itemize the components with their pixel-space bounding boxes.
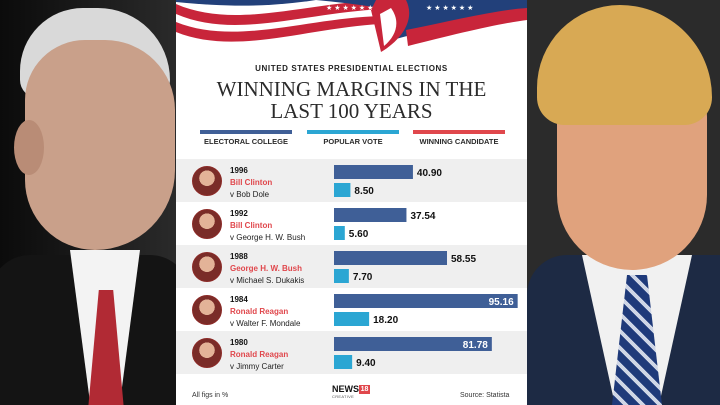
bar-popular-vote-1984 (334, 312, 370, 326)
election-year: 1988 (230, 252, 248, 261)
election-row-1992: 1992 Bill Clinton v George H. W. Bush (176, 202, 527, 245)
legend-swatch-electoral-college (200, 130, 292, 134)
bar-electoral-college-1984 (334, 294, 518, 308)
winner-avatar (192, 166, 222, 196)
winner-avatar (192, 209, 222, 239)
legend-item-winning-candidate: WINNING CANDIDATE (413, 130, 505, 150)
election-year: 1996 (230, 166, 248, 175)
election-row-1984: 1984 Ronald Reagan v Walter F. Mondale (176, 288, 527, 331)
opponent-name: v Jimmy Carter (230, 362, 284, 371)
legend-swatch-popular-vote (307, 130, 399, 134)
bar-popular-vote-1980 (334, 355, 353, 369)
bar-electoral-college-1996 (334, 165, 413, 179)
chart-title-line-1: WINNING MARGINS IN THE (216, 77, 487, 101)
winner-avatar (192, 295, 222, 325)
winning-candidate: Bill Clinton (230, 221, 273, 230)
value-label-electoral-college-1988: 58.55 (451, 254, 476, 265)
value-label-electoral-college-1984: 95.16 (489, 297, 514, 308)
margin-bar-chart: 40.90 8.50 37.54 5.60 58.55 7.70 95.16 18.20 81.… (334, 165, 518, 369)
bar-electoral-college-1980 (334, 337, 492, 351)
winner-avatar (192, 338, 222, 368)
legend: ELECTORAL COLLEGE POPULAR VOTE WINNING C… (200, 130, 505, 150)
winning-candidate: Ronald Reagan (230, 307, 289, 316)
legend-label-electoral-college: ELECTORAL COLLEGE (204, 137, 288, 146)
opponent-name: v George H. W. Bush (230, 233, 306, 242)
us-flag-banner-icon: ★ ★ ★ ★ ★ ★ ★ ★ ★ ★ ★ ★ (176, 0, 527, 52)
units-footnote: All figs in % (192, 392, 229, 399)
winner-avatar (192, 252, 222, 282)
chart-title: WINNING MARGINS IN THE LAST 100 YEARS (176, 78, 527, 122)
left-portrait-photo (0, 0, 176, 405)
value-label-popular-vote-1984: 18.20 (373, 315, 398, 326)
opponent-name: v Michael S. Dukakis (230, 276, 305, 285)
bar-popular-vote-1992 (334, 226, 345, 240)
infographic-panel: ★ ★ ★ ★ ★ ★ ★ ★ ★ ★ ★ ★ UNITED STATES PR… (176, 0, 527, 405)
winning-candidate: George H. W. Bush (230, 264, 303, 273)
value-label-popular-vote-1980: 9.40 (356, 358, 376, 369)
chart-kicker: UNITED STATES PRESIDENTIAL ELECTIONS (255, 64, 448, 73)
legend-item-electoral-college: ELECTORAL COLLEGE (200, 130, 292, 150)
opponent-name: v Bob Dole (230, 190, 270, 199)
winning-candidate: Bill Clinton (230, 178, 273, 187)
legend-label-winning-candidate: WINNING CANDIDATE (419, 137, 499, 146)
election-year: 1992 (230, 209, 248, 218)
right-portrait-hair (537, 5, 712, 125)
election-year: 1984 (230, 295, 248, 304)
legend-swatch-winning-candidate (413, 130, 505, 134)
legend-label-popular-vote: POPULAR VOTE (323, 137, 383, 146)
news18-logo: NEWS 18 CREATIVE (332, 384, 372, 400)
value-label-popular-vote-1996: 8.50 (354, 186, 374, 197)
brand-number: 18 (359, 385, 370, 394)
value-label-popular-vote-1988: 7.70 (353, 272, 373, 283)
opponent-name: v Walter F. Mondale (230, 319, 301, 328)
legend-item-popular-vote: POPULAR VOTE (307, 130, 399, 150)
right-portrait-photo (527, 0, 720, 405)
value-label-popular-vote-1992: 5.60 (349, 229, 369, 240)
bar-electoral-college-1992 (334, 208, 407, 222)
value-label-electoral-college-1992: 37.54 (410, 211, 435, 222)
svg-text:★ ★ ★ ★ ★ ★: ★ ★ ★ ★ ★ ★ (426, 4, 473, 12)
bar-electoral-college-1988 (334, 251, 448, 265)
bar-popular-vote-1988 (334, 269, 349, 283)
bar-popular-vote-1996 (334, 183, 351, 197)
brand-name: NEWS (332, 384, 359, 394)
value-label-electoral-college-1980: 81.78 (463, 340, 488, 351)
chart-title-line-2: LAST 100 YEARS (270, 99, 433, 123)
election-rows: 1996 Bill Clinton v Bob Dole 1992 Bill C… (176, 159, 527, 374)
value-label-electoral-college-1996: 40.90 (417, 168, 442, 179)
svg-text:★ ★ ★ ★ ★ ★: ★ ★ ★ ★ ★ ★ (326, 4, 373, 12)
election-year: 1980 (230, 338, 248, 347)
brand-tagline: CREATIVE (332, 394, 355, 399)
source-credit: Source: Statista (460, 392, 510, 399)
left-portrait-ear (14, 120, 44, 175)
winning-candidate: Ronald Reagan (230, 350, 289, 359)
left-portrait-face (25, 40, 175, 250)
